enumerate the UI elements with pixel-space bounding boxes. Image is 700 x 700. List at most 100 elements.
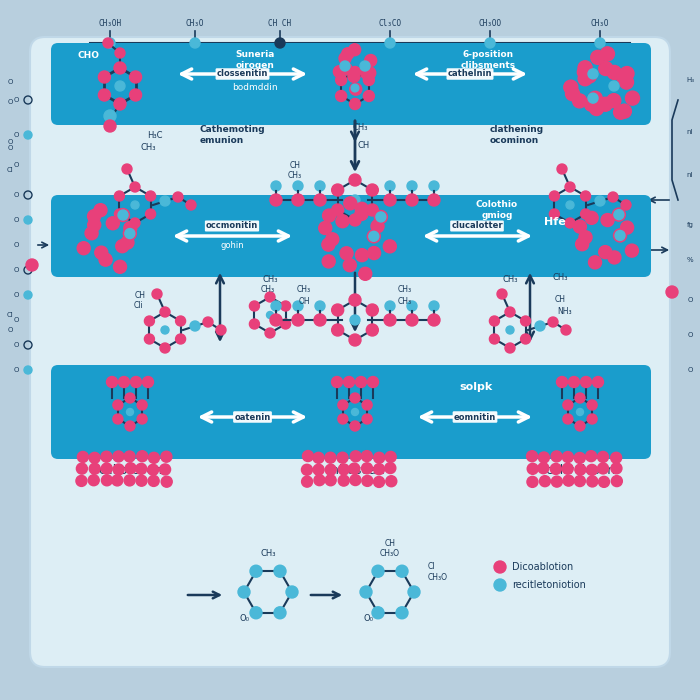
Circle shape — [143, 377, 153, 388]
Circle shape — [575, 464, 586, 475]
Circle shape — [585, 211, 598, 225]
Circle shape — [238, 586, 250, 598]
Circle shape — [24, 291, 32, 299]
Circle shape — [505, 343, 515, 353]
Circle shape — [349, 174, 361, 186]
Circle shape — [362, 400, 372, 410]
Circle shape — [275, 38, 285, 48]
Circle shape — [131, 201, 139, 209]
Circle shape — [130, 71, 141, 83]
Circle shape — [406, 314, 418, 326]
Circle shape — [582, 69, 596, 83]
Text: eomnitin: eomnitin — [454, 412, 496, 421]
Circle shape — [270, 314, 282, 326]
Circle shape — [429, 181, 439, 191]
Circle shape — [88, 218, 101, 232]
Circle shape — [102, 475, 113, 486]
Circle shape — [190, 321, 200, 331]
Circle shape — [106, 217, 119, 230]
Circle shape — [563, 400, 573, 410]
Text: Cl: Cl — [6, 312, 13, 318]
Circle shape — [351, 409, 358, 416]
Text: nl: nl — [687, 172, 693, 178]
Text: H₃C: H₃C — [147, 130, 162, 139]
Circle shape — [617, 104, 631, 118]
Circle shape — [350, 195, 360, 205]
Circle shape — [313, 452, 324, 463]
Text: O: O — [13, 292, 19, 298]
Circle shape — [130, 218, 140, 228]
Circle shape — [361, 463, 372, 474]
Circle shape — [89, 452, 100, 463]
Circle shape — [335, 90, 346, 101]
Circle shape — [127, 409, 134, 416]
Circle shape — [366, 184, 378, 196]
Circle shape — [575, 238, 589, 251]
Circle shape — [396, 565, 408, 578]
Circle shape — [113, 451, 124, 462]
Text: cellotosen: cellotosen — [98, 464, 162, 477]
Circle shape — [587, 476, 598, 487]
Circle shape — [332, 204, 344, 216]
Circle shape — [114, 191, 125, 201]
Circle shape — [565, 218, 575, 228]
Circle shape — [342, 48, 354, 60]
Circle shape — [350, 421, 360, 431]
Circle shape — [349, 66, 360, 78]
Circle shape — [406, 194, 418, 206]
Circle shape — [621, 221, 634, 234]
Circle shape — [344, 197, 357, 210]
Circle shape — [186, 200, 196, 210]
Circle shape — [374, 463, 384, 475]
Text: cellvolesen: cellvolesen — [545, 464, 615, 477]
Circle shape — [338, 464, 349, 475]
Text: chitosoan: chitosoan — [325, 464, 385, 477]
Text: CH
CH₃O: CH CH₃O — [380, 538, 400, 558]
Circle shape — [428, 314, 440, 326]
Circle shape — [105, 38, 115, 48]
Circle shape — [274, 607, 286, 619]
Circle shape — [26, 259, 38, 271]
Circle shape — [578, 61, 592, 75]
FancyBboxPatch shape — [30, 37, 670, 667]
Circle shape — [587, 464, 597, 475]
Text: O: O — [687, 367, 693, 373]
Circle shape — [125, 463, 136, 474]
Circle shape — [102, 463, 112, 474]
Circle shape — [115, 81, 125, 91]
Circle shape — [125, 421, 135, 431]
Circle shape — [613, 229, 626, 242]
Circle shape — [130, 377, 141, 388]
Circle shape — [580, 377, 592, 388]
Text: CH₃: CH₃ — [398, 286, 412, 295]
Circle shape — [578, 65, 592, 79]
Circle shape — [580, 191, 591, 201]
Circle shape — [589, 102, 603, 116]
Circle shape — [313, 464, 324, 475]
Circle shape — [271, 301, 281, 311]
FancyBboxPatch shape — [51, 195, 651, 277]
Circle shape — [578, 72, 592, 86]
Circle shape — [122, 164, 132, 174]
Circle shape — [136, 475, 147, 486]
Circle shape — [614, 105, 628, 119]
Circle shape — [148, 452, 160, 463]
Circle shape — [363, 74, 374, 85]
Text: CHO: CHO — [77, 50, 99, 60]
Circle shape — [113, 414, 123, 424]
Text: O: O — [13, 267, 19, 273]
Circle shape — [24, 131, 32, 139]
Circle shape — [350, 393, 360, 403]
Circle shape — [374, 452, 385, 463]
Circle shape — [348, 70, 360, 83]
Circle shape — [85, 227, 98, 239]
Circle shape — [385, 181, 395, 191]
Circle shape — [124, 451, 135, 462]
Circle shape — [598, 97, 612, 111]
Circle shape — [146, 191, 155, 201]
Circle shape — [161, 476, 172, 487]
Circle shape — [340, 61, 350, 71]
Text: Hfe: Hfe — [544, 217, 566, 227]
Circle shape — [302, 451, 314, 461]
Text: 6-position
clibsments: 6-position clibsments — [461, 50, 516, 70]
